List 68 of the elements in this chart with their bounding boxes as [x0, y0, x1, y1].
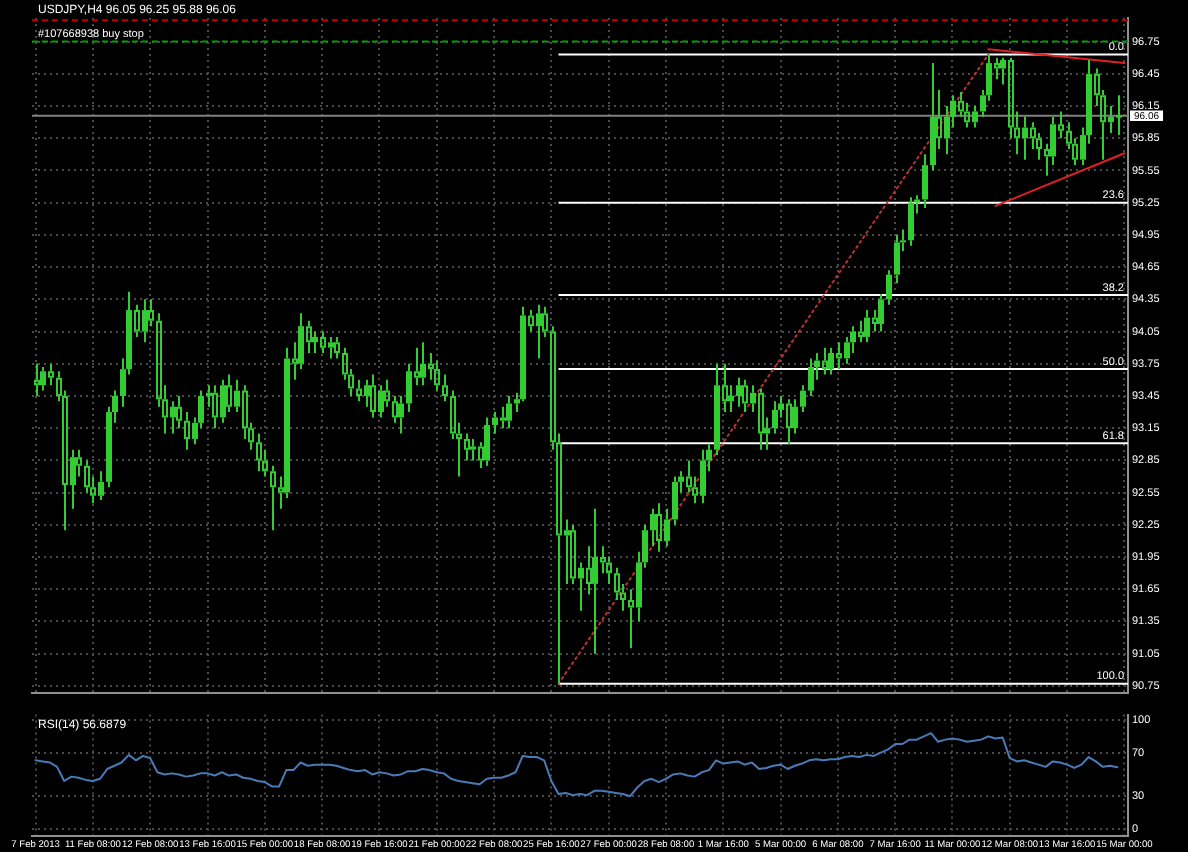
candlestick: [714, 362, 720, 457]
candlestick: [320, 330, 326, 355]
candlestick: [98, 470, 104, 502]
candlestick: [728, 384, 734, 414]
candlestick: [378, 384, 384, 419]
candlestick: [672, 475, 678, 526]
candlestick: [758, 387, 764, 451]
candlestick: [34, 362, 40, 397]
candlestick: [406, 362, 412, 414]
candlestick: [312, 330, 318, 355]
candlestick: [470, 437, 476, 462]
candlestick: [922, 153, 928, 210]
candlestick: [142, 298, 148, 344]
candlestick: [334, 335, 340, 360]
candlestick: [930, 62, 936, 172]
candlestick: [500, 405, 506, 430]
candlestick: [878, 292, 884, 333]
candlestick: [822, 346, 828, 376]
candlestick: [664, 507, 670, 548]
candlestick: [170, 400, 176, 435]
candlestick: [356, 378, 362, 403]
candlestick: [220, 378, 226, 424]
candlestick: [656, 502, 662, 553]
candlestick: [972, 105, 978, 129]
candlestick: [570, 523, 576, 585]
candlestick: [398, 394, 404, 435]
candlestick: [484, 416, 490, 467]
candlestick: [40, 365, 46, 392]
candlestick: [48, 362, 54, 387]
candlestick: [1022, 115, 1028, 161]
candlestick: [772, 400, 778, 435]
candlestick: [650, 507, 656, 548]
candlestick: [792, 398, 798, 435]
candlestick: [148, 298, 154, 328]
candlestick: [536, 303, 542, 360]
candlestick: [506, 394, 512, 430]
candlestick: [886, 269, 892, 306]
candlestick: [858, 319, 864, 344]
candlestick: [492, 411, 498, 435]
candlestick: [270, 464, 276, 532]
candlestick: [836, 341, 842, 371]
candlestick: [808, 357, 814, 397]
candlestick: [76, 448, 82, 478]
candlestick: [736, 376, 742, 408]
candlestick: [384, 378, 390, 408]
candlestick: [226, 373, 232, 414]
candlestick: [184, 411, 190, 451]
candlestick: [176, 394, 182, 430]
candlestick: [800, 384, 806, 414]
candlestick: [742, 378, 748, 414]
candlestick: [864, 309, 870, 344]
candlestick: [464, 432, 470, 462]
candlestick: [442, 373, 448, 403]
candlestick: [586, 545, 592, 596]
candlestick: [786, 398, 792, 446]
candlestick: [328, 335, 334, 360]
candlestick: [364, 378, 370, 408]
candlestick: [370, 373, 376, 419]
candlestick: [434, 359, 440, 392]
candlestick: [1116, 94, 1122, 137]
candlestick: [592, 507, 598, 655]
candlestick: [908, 196, 914, 247]
candlestick: [700, 448, 706, 505]
candlestick: [828, 346, 834, 376]
candlestick: [256, 432, 262, 473]
candlestick: [420, 341, 426, 387]
candlestick: [894, 233, 900, 285]
candlestick: [212, 384, 218, 430]
